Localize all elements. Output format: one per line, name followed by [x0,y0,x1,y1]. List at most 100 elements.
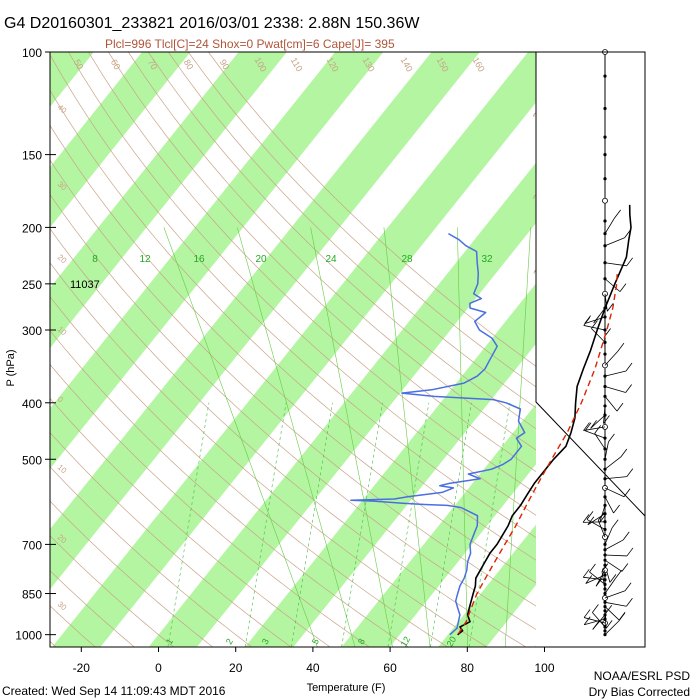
wind-barb [601,571,606,590]
wind-barb-flag [587,516,595,526]
theta-e-label: 32 [481,254,493,265]
x-tick-label: 60 [383,661,397,675]
dry-adiabat [50,570,135,647]
temperature-band [148,52,645,647]
wind-barb [604,601,627,607]
y-tick-label: 700 [22,538,42,552]
wind-barb-flag [599,514,606,523]
wind-barb [604,370,627,377]
wind-barb-flag [582,569,590,578]
wind-barb-flag [625,384,632,393]
y-axis-label: P (hPa) [5,349,17,386]
wind-barb-flag [618,612,626,622]
mixing-ratio-label: 3 [260,637,271,646]
org-label: NOAA/ESRL PSD [594,669,691,683]
dry-adiabat [50,466,253,647]
dry-adiabat [50,535,174,647]
dry-adiabat [50,159,605,647]
wind-barb [583,617,606,624]
dry-adiabat [68,52,645,584]
dry-adiabat [50,363,370,647]
wind-barb-flag [583,609,591,618]
mixing-ratio-line [468,402,511,647]
wind-barb [604,554,627,557]
profile-dew-point [350,232,526,636]
wind-barb [604,217,615,234]
wind-barb [599,505,606,523]
created-timestamp: Created: Wed Sep 14 11:09:43 MDT 2016 [2,684,226,698]
wind-barb-flag [589,563,596,573]
wind-barb-flag [591,320,598,329]
dry-adiabat [50,262,487,647]
wind-barb [597,520,606,538]
mixing-ratio-label: 2 [224,637,235,646]
wind-barb [604,386,626,393]
wind-barb-flag [583,422,590,431]
wind-barb-flag [586,511,594,520]
wind-barb [583,325,606,331]
theta-e-label: 24 [325,254,337,265]
mixing-ratio-line [167,402,210,647]
dry-adiabat [50,432,292,647]
dry-adiabat [50,330,409,647]
wind-barb-point [603,135,607,139]
dry-adiabat-label: 60 [109,58,123,72]
wind-barb-flag [585,575,593,584]
wind-barb-flag [617,342,625,352]
dry-adiabat [50,296,448,647]
temperature-band [50,52,384,469]
wind-barb [595,569,606,587]
moist-adiabat [457,227,468,647]
wind-barb-flag [584,422,592,431]
wind-barb-flag [620,448,628,458]
dry-adiabat [50,228,526,647]
wind-barb-flag [606,303,614,312]
x-tick-label: 40 [306,661,320,675]
wind-barb-flag [614,209,621,219]
temperature-band [50,52,287,349]
wind-barb-point [602,197,608,204]
x-tick-label: 0 [155,661,162,675]
wind-barb-flag [626,257,633,267]
dry-adiabat [188,52,645,460]
wind-barb [604,441,609,460]
theta-e-label: 12 [139,254,151,265]
chart-title: G4 D20160301_233821 2016/03/01 2338: 2.8… [4,15,420,32]
wind-barb [590,414,606,429]
dry-adiabat [208,52,645,441]
dry-adiabat [168,52,645,480]
theta-e-label: 20 [255,254,267,265]
wind-barb-flag [583,616,591,625]
wind-barb [583,576,606,581]
wind-barb-flag [594,425,601,434]
y-tick-label: 400 [22,397,42,411]
wind-barb [592,612,606,628]
wind-barb [604,350,619,366]
dry-adiabat-label: 50 [72,58,86,72]
wind-barb [604,590,626,599]
height-annotation: 11037 [70,279,100,291]
theta-e-label: 8 [92,254,98,265]
wind-barb-flag [622,531,630,541]
mixing-ratio-label: 8 [356,637,367,646]
y-tick-label: 850 [22,588,42,602]
moist-adiabat [237,227,356,647]
dry-adiabat [50,193,566,647]
y-tick-label: 100 [22,46,42,60]
wind-barb [604,620,620,635]
wind-barb-flag [590,420,597,429]
mixing-ratio-line [430,402,472,647]
mixing-ratio-label: 1 [164,637,175,646]
left-isotherm-label: 0 [56,395,66,405]
wind-barb-flag [625,362,633,372]
wind-barb-flag [619,283,627,292]
wind-barb-flag [626,468,634,477]
wind-barb-point [603,106,607,111]
wind-barb-flag [615,569,622,579]
theta-e-label: 28 [401,254,413,265]
mixing-ratio-line [387,402,430,647]
wind-barb-flag [613,504,620,514]
wind-barb-flag [608,433,615,443]
moist-adiabat [383,227,431,647]
